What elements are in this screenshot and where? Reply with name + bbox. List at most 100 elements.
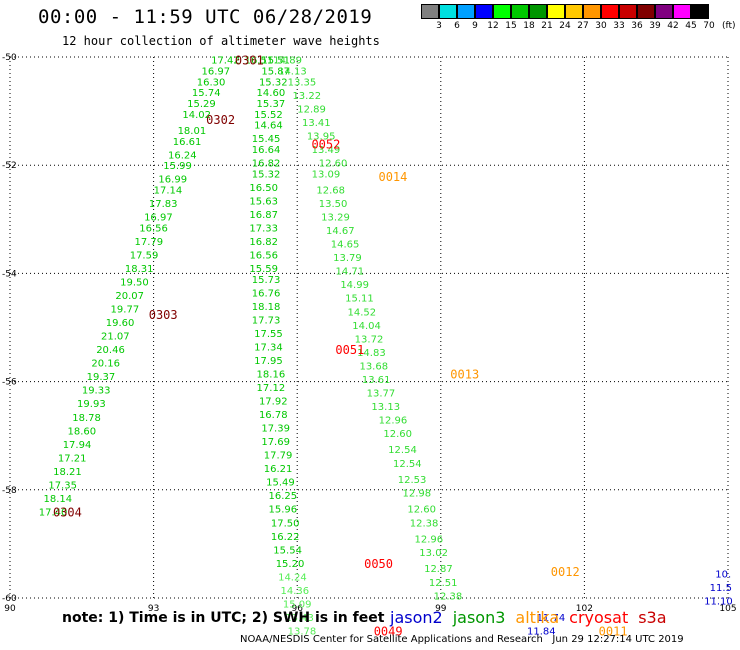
wave-height-value: 13.68 <box>359 361 388 372</box>
wave-height-value: 14.13 <box>278 67 307 78</box>
wave-height-value: 17.40 <box>39 507 68 518</box>
wave-height-value: 12.96 <box>379 415 408 426</box>
wave-height-value: 19.37 <box>87 372 116 383</box>
wave-height-value: 17.14 <box>154 186 183 197</box>
pass-label: 0050 <box>364 557 393 571</box>
x-tick-label: 102 <box>576 604 593 614</box>
y-tick-label: -60 <box>2 594 17 604</box>
wave-height-value: 12.60 <box>383 429 412 440</box>
wave-height-value: 15.32 <box>252 169 281 180</box>
wave-height-value: 12.54 <box>388 445 417 456</box>
wave-height-value: 17.79 <box>134 237 163 248</box>
wave-height-value: 17.95 <box>254 356 283 367</box>
wave-height-value: 16.97 <box>144 213 173 224</box>
wave-height-value: 15.20 <box>276 559 305 570</box>
color-scale-swatch <box>421 4 439 19</box>
wave-height-value: 13.13 <box>371 402 400 413</box>
wave-height-value: 15.37 <box>257 99 286 110</box>
wave-height-value: 17.35 <box>48 480 77 491</box>
color-scale-swatch <box>547 4 565 19</box>
wave-height-value: 12.53 <box>398 475 427 486</box>
wave-height-value: 17.73 <box>252 315 281 326</box>
wave-height-value: 14.83 <box>357 348 386 359</box>
wave-height-value: 18.78 <box>72 413 101 424</box>
wave-height-value: 18.14 <box>44 494 73 505</box>
wave-height-value: 18.01 <box>178 126 207 137</box>
wave-height-value: 12.98 <box>403 489 432 500</box>
color-scale-label: 27 <box>577 21 589 31</box>
wave-height-value: 16.51 <box>245 56 274 67</box>
wave-height-value: 17.83 <box>149 199 178 210</box>
color-scale-label: 15 <box>505 21 517 31</box>
wave-height-value: 13.02 <box>419 548 448 559</box>
pass-label: 0011 <box>599 624 628 638</box>
wave-height-value: 16.21 <box>264 464 293 475</box>
wave-height-value: 17.92 <box>259 397 288 408</box>
wave-height-value: 16.87 <box>249 210 278 221</box>
wave-height-value: 20.46 <box>96 345 125 356</box>
wave-height-value: 15.29 <box>187 99 216 110</box>
color-scale-swatch <box>529 4 547 19</box>
wave-height-value: 14.67 <box>326 226 355 237</box>
pass-label: 0301 <box>235 54 264 68</box>
chart-title: 00:00 - 11:59 UTC 06/28/2019 <box>38 6 373 28</box>
color-scale-swatch <box>457 4 475 19</box>
wave-height-value: 16.78 <box>259 410 288 421</box>
color-scale-label: 30 <box>595 21 607 31</box>
legend-entry: jason3 <box>452 608 506 627</box>
wave-height-value: 15.32 <box>259 77 288 88</box>
color-scale-label: 9 <box>472 21 478 31</box>
color-scale-swatch <box>673 4 691 19</box>
legend-entry: cryosat <box>569 608 629 627</box>
wave-height-value: 15.52 <box>254 110 283 121</box>
color-scale-label: 45 <box>685 21 697 31</box>
wave-height-value: 16.25 <box>269 491 298 502</box>
wave-height-value: 17.39 <box>261 424 290 435</box>
wave-height-value: 12.38 <box>434 591 463 602</box>
color-scale-swatch <box>493 4 511 19</box>
color-scale-label: 18 <box>523 21 535 31</box>
color-scale-swatch <box>691 4 709 19</box>
wave-height-value: 12.96 <box>415 534 444 545</box>
wave-height-value: 15.63 <box>249 196 278 207</box>
wave-height-value: 16.50 <box>249 183 278 194</box>
wave-height-value: 11.74 <box>537 613 566 624</box>
wave-height-value: 13.49 <box>312 145 341 156</box>
wave-height-value: 15.09 <box>283 599 312 610</box>
wave-height-value: 20.07 <box>115 291 144 302</box>
color-scale-swatch <box>583 4 601 19</box>
wave-height-value: 11.84 <box>527 626 556 637</box>
wave-height-value: 19.33 <box>82 386 111 397</box>
wave-height-value: 12.89 <box>297 104 326 115</box>
wave-height-value: 13.43 <box>285 613 314 624</box>
wave-height-value: 12.87 <box>424 564 453 575</box>
wave-height-value: 14.71 <box>336 267 365 278</box>
color-scale-swatch <box>439 4 457 19</box>
wave-height-value: 15.11 <box>345 294 374 305</box>
x-tick-label: 99 <box>435 604 447 614</box>
color-scale-swatch <box>601 4 619 19</box>
wave-height-value: 16.22 <box>271 532 300 543</box>
color-scale-swatch <box>511 4 529 19</box>
color-scale-label: 42 <box>667 21 679 31</box>
color-scale-label: 70 <box>703 21 715 31</box>
pass-label: 0013 <box>450 367 479 381</box>
wave-height-value: 17.55 <box>254 329 283 340</box>
wave-height-value: 14.36 <box>280 586 309 597</box>
wave-height-value: 13.50 <box>319 199 348 210</box>
wave-height-value: 17.94 <box>63 440 92 451</box>
wave-height-value: 13.78 <box>288 626 317 637</box>
color-scale-swatch <box>565 4 583 19</box>
y-tick-label: -58 <box>2 486 17 496</box>
pass-label: 0014 <box>378 170 407 184</box>
pass-label: 0051 <box>335 343 364 357</box>
y-tick-label: -54 <box>2 269 17 279</box>
wave-height-value: 10. <box>715 570 731 581</box>
wave-height-value: 18.18 <box>252 302 281 313</box>
wave-height-value: 15.96 <box>269 505 298 516</box>
wave-height-value: 16.61 <box>173 137 202 148</box>
wave-height-value: 14.24 <box>278 572 307 583</box>
wave-height-value: 13.72 <box>355 334 384 345</box>
color-scale-labels: 3 6 9 12 15 18 21 24 27 30 33 36 39 42 45 70 <box>421 21 721 33</box>
